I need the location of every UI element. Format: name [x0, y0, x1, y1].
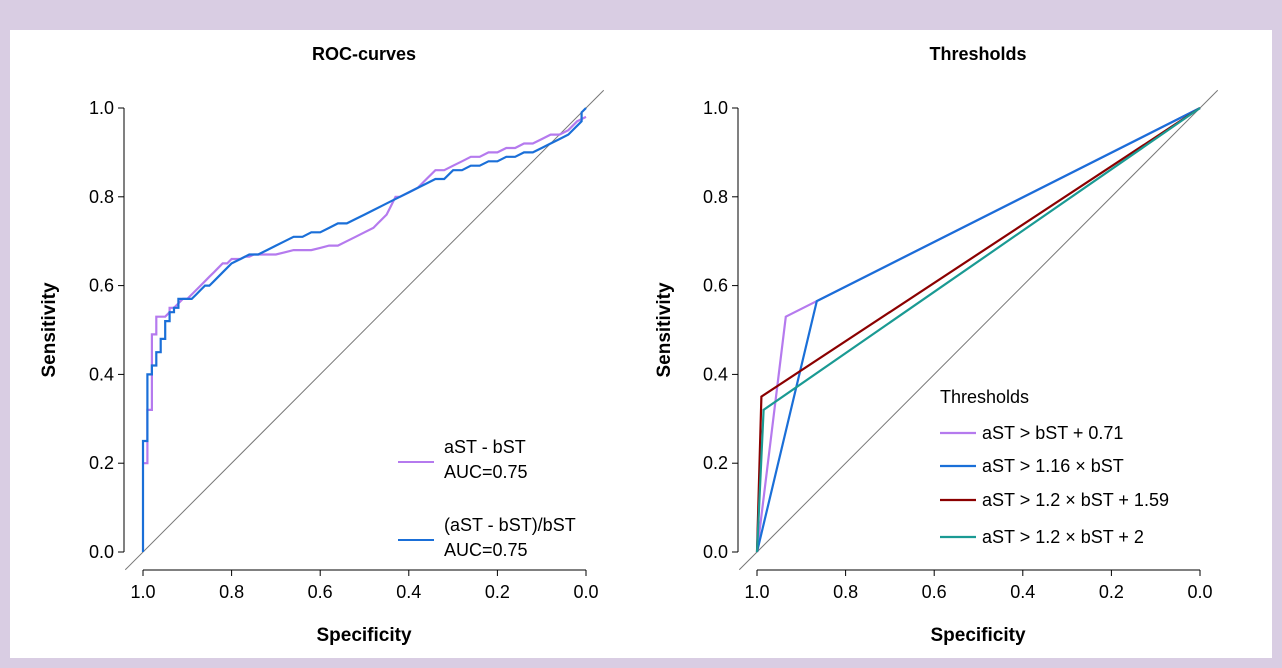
thr-x-tick-label: 0.2 [1099, 582, 1124, 602]
roc-legend-auc: AUC=0.75 [444, 540, 528, 560]
roc-diagonal-reference-line [124, 89, 605, 571]
y-axis-label-thresholds: Sensitivity [654, 282, 675, 377]
thr-diagonal-reference-line [738, 89, 1219, 571]
roc-x-tick-label: 0.8 [219, 582, 244, 602]
thresholds-legend-label: aST > 1.2 × bST + 2 [982, 527, 1144, 547]
thr-x-tick-label: 0.4 [1010, 582, 1035, 602]
chart-title-thresholds: Thresholds [929, 44, 1026, 64]
thr-y-tick-label: 0.4 [703, 364, 728, 384]
roc-y-tick-label: 0.6 [89, 276, 114, 296]
roc-series-line-2 [141, 107, 587, 552]
figure-panel [10, 30, 1272, 658]
thresholds-legend-label: aST > 1.2 × bST + 1.59 [982, 490, 1169, 510]
thr-y-tick-label: 0.6 [703, 276, 728, 296]
roc-x-tick-label: 0.0 [573, 582, 598, 602]
thr-x-tick-label: 0.8 [833, 582, 858, 602]
thr-x-tick-label: 0.6 [922, 582, 947, 602]
thr-series-line-4 [755, 107, 1201, 553]
roc-x-tick-label: 0.6 [308, 582, 333, 602]
plot-layer: 1.0 0.8 0.6 0.4 0.2 0.0 0.0 0.2 0.4 0.6 0.8 1.0 aST … [89, 89, 1219, 602]
y-axis-label-roc: Sensitivity [39, 282, 60, 377]
roc-y-tick-label: 1.0 [89, 98, 114, 118]
chart-title-roc: ROC-curves [312, 44, 416, 64]
thr-x-tick-label: 0.0 [1187, 582, 1212, 602]
roc-x-tick-label: 0.4 [396, 582, 421, 602]
roc-x-tick-label: 0.2 [485, 582, 510, 602]
thr-series-line-2 [755, 107, 1201, 553]
roc-y-tick-label: 0.2 [89, 453, 114, 473]
x-axis-label-roc: Specificity [316, 625, 411, 646]
thresholds-legend-title: Thresholds [940, 387, 1029, 407]
thr-y-tick-label: 0.0 [703, 542, 728, 562]
thresholds-legend-label: aST > 1.16 × bST [982, 456, 1124, 476]
thr-x-tick-label: 1.0 [744, 582, 769, 602]
thresholds-legend-label: aST > bST + 0.71 [982, 423, 1123, 443]
thr-y-tick-label: 0.2 [703, 453, 728, 473]
roc-y-tick-label: 0.0 [89, 542, 114, 562]
roc-legend-auc: AUC=0.75 [444, 462, 528, 482]
roc-legend-label: aST - bST [444, 437, 526, 457]
roc-x-tick-label: 1.0 [130, 582, 155, 602]
roc-legend-label: (aST - bST)/bST [444, 515, 576, 535]
thr-y-tick-label: 1.0 [703, 98, 728, 118]
thr-y-tick-label: 0.8 [703, 187, 728, 207]
roc-y-tick-label: 0.4 [89, 364, 114, 384]
roc-series-line-1 [143, 115, 587, 465]
roc-y-tick-label: 0.8 [89, 187, 114, 207]
x-axis-label-thresholds: Specificity [930, 625, 1025, 646]
